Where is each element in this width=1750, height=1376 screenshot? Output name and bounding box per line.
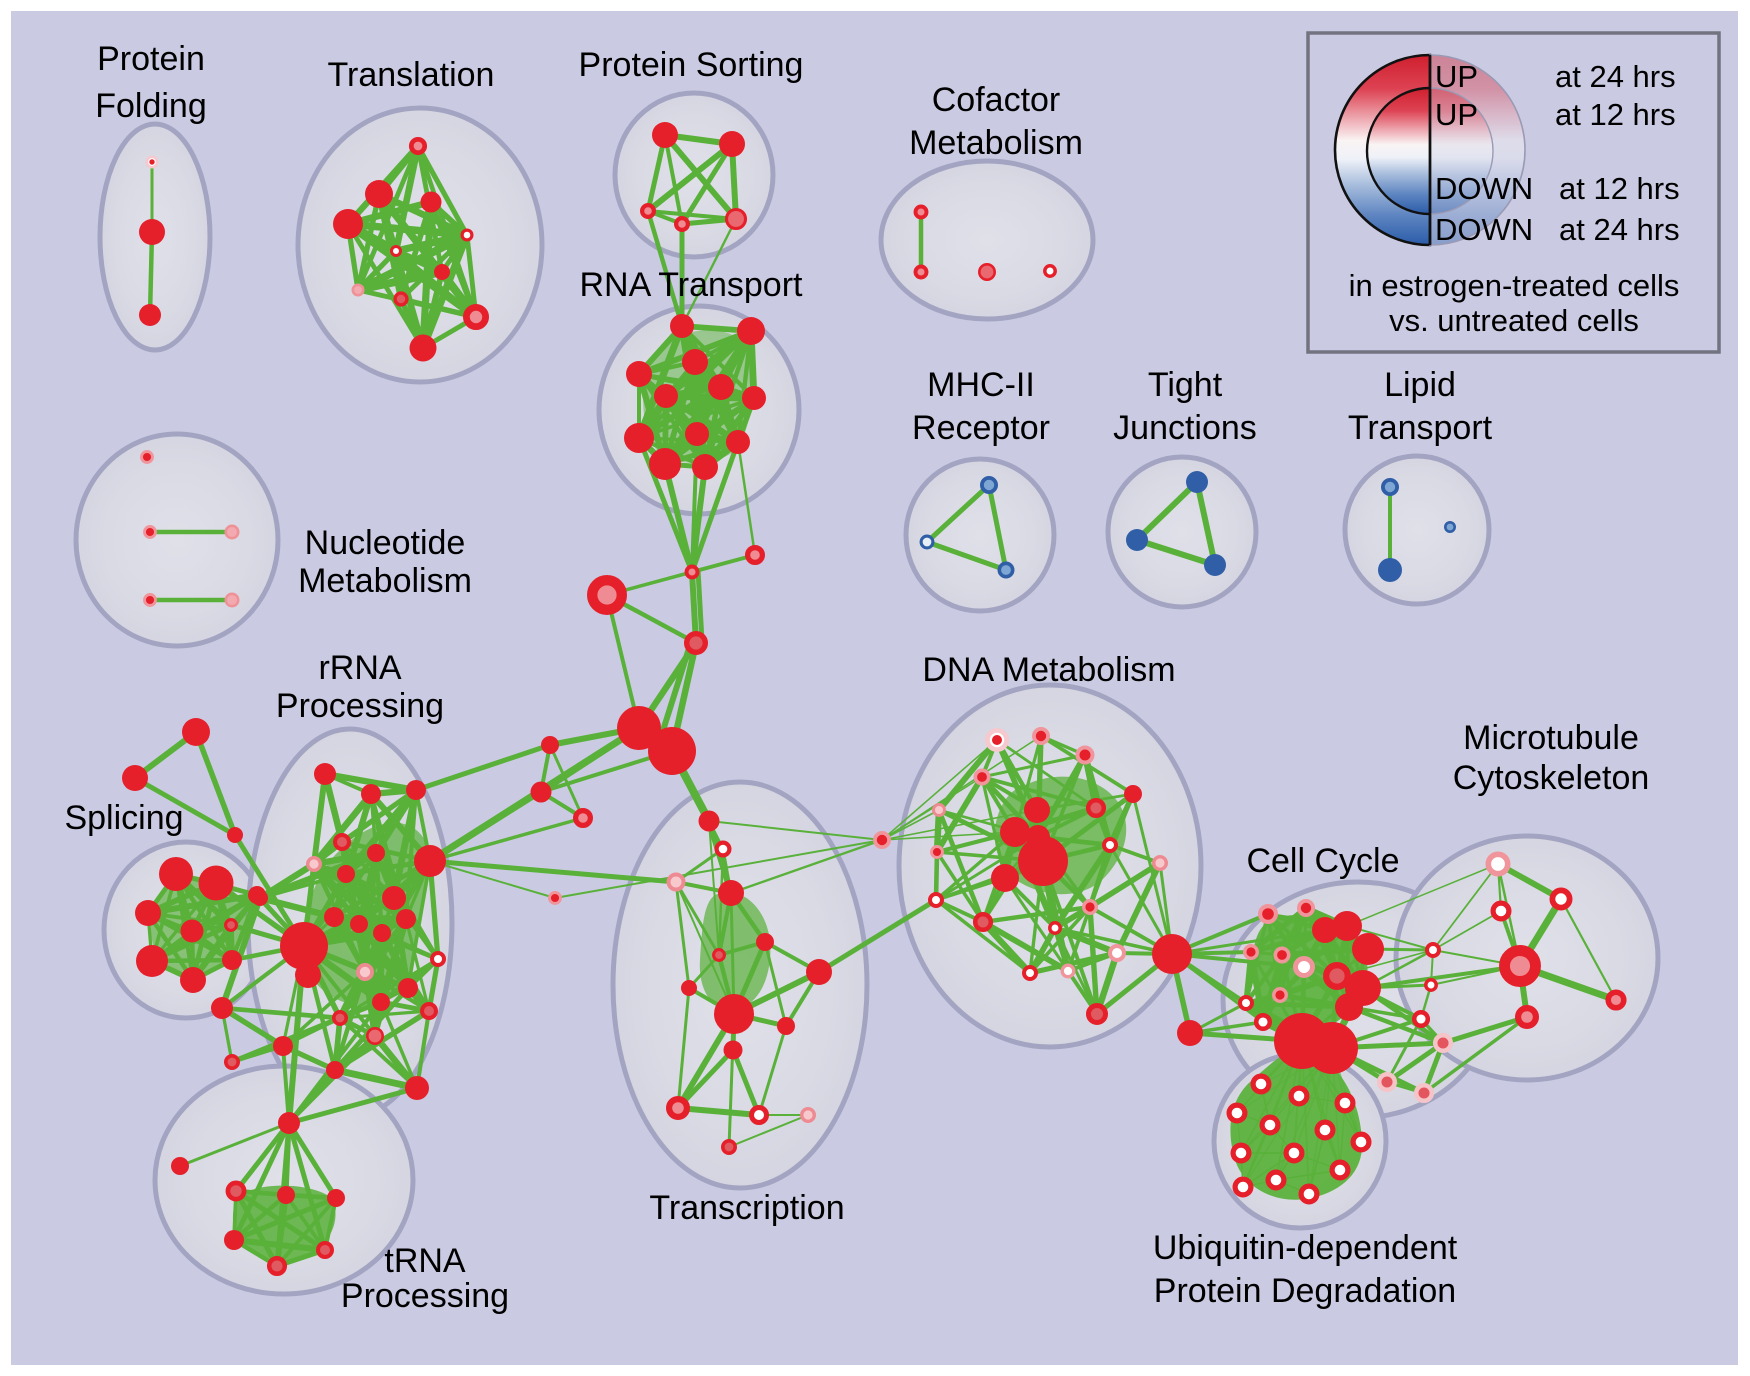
svg-text:Protein: Protein [97, 40, 205, 78]
svg-text:Processing: Processing [276, 687, 444, 725]
svg-text:at 12 hrs: at 12 hrs [1555, 97, 1676, 132]
svg-text:RNA Transport: RNA Transport [580, 266, 804, 304]
svg-text:Transcription: Transcription [649, 1189, 844, 1227]
svg-text:DNA Metabolism: DNA Metabolism [922, 651, 1175, 689]
svg-text:Junctions: Junctions [1113, 409, 1257, 447]
svg-text:Ubiquitin-dependent: Ubiquitin-dependent [1153, 1229, 1458, 1267]
svg-text:Cofactor: Cofactor [932, 81, 1061, 119]
svg-text:DOWN: DOWN [1435, 171, 1533, 206]
svg-text:Metabolism: Metabolism [909, 124, 1083, 162]
svg-text:Receptor: Receptor [912, 409, 1050, 447]
svg-text:DOWN: DOWN [1435, 212, 1533, 247]
svg-text:Splicing: Splicing [64, 799, 183, 837]
svg-text:Protein Degradation: Protein Degradation [1154, 1272, 1456, 1310]
svg-text:Microtubule: Microtubule [1463, 719, 1639, 757]
svg-text:in estrogen-treated cells: in estrogen-treated cells [1349, 268, 1680, 303]
svg-text:Protein Sorting: Protein Sorting [579, 46, 804, 84]
svg-text:UP: UP [1435, 97, 1478, 132]
svg-text:at 24 hrs: at 24 hrs [1555, 59, 1676, 94]
svg-text:Nucleotide: Nucleotide [305, 524, 466, 562]
svg-text:UP: UP [1435, 59, 1478, 94]
svg-text:Metabolism: Metabolism [298, 562, 472, 600]
svg-text:Cell Cycle: Cell Cycle [1246, 842, 1399, 880]
svg-text:Tight: Tight [1148, 366, 1223, 404]
svg-text:Translation: Translation [328, 56, 495, 94]
svg-text:vs. untreated cells: vs. untreated cells [1389, 303, 1639, 338]
svg-text:Folding: Folding [95, 87, 207, 125]
svg-text:Transport: Transport [1348, 409, 1493, 447]
svg-text:Lipid: Lipid [1384, 366, 1456, 404]
svg-text:MHC-II: MHC-II [927, 366, 1035, 404]
svg-text:Processing: Processing [341, 1277, 509, 1315]
svg-text:rRNA: rRNA [318, 649, 401, 687]
svg-text:at 24 hrs: at 24 hrs [1559, 212, 1680, 247]
svg-text:at 12 hrs: at 12 hrs [1559, 171, 1680, 206]
svg-text:Cytoskeleton: Cytoskeleton [1453, 759, 1650, 797]
svg-text:tRNA: tRNA [384, 1242, 466, 1280]
